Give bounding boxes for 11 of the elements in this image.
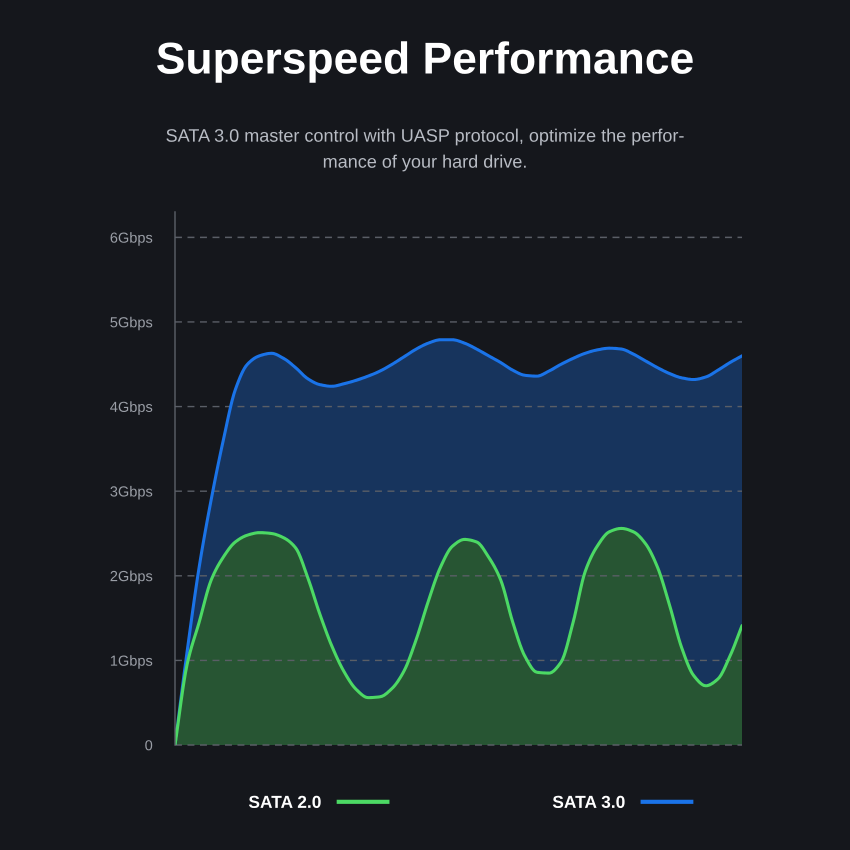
legend-label: SATA 2.0 bbox=[248, 796, 321, 808]
chart-title: Superspeed Performance bbox=[157, 41, 693, 83]
y-tick-label: 4Gbps bbox=[110, 401, 152, 415]
chart-subtitle: SATA 3.0 master control with UASP protocol, optimize the perfor- mance of your hard drive. bbox=[166, 128, 684, 172]
y-tick-label: 2Gbps bbox=[110, 570, 152, 584]
y-tick-label: 5Gbps bbox=[110, 316, 152, 330]
y-tick-label: 0 bbox=[145, 740, 152, 750]
legend-label: SATA 3.0 bbox=[552, 796, 625, 808]
y-tick-label: 3Gbps bbox=[110, 486, 152, 500]
y-tick-label: 1Gbps bbox=[110, 655, 152, 669]
y-tick-label: 6Gbps bbox=[110, 232, 152, 246]
